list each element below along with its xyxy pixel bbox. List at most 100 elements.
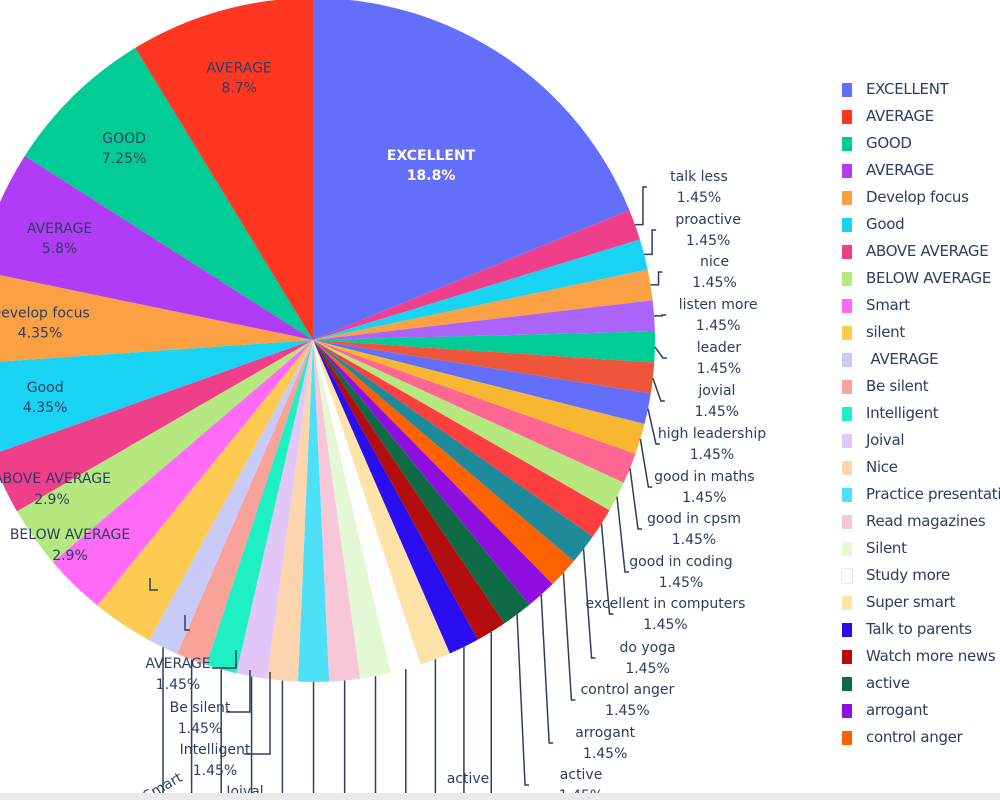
legend-item[interactable]: Develop focus [842,188,1000,215]
pie-slice[interactable] [313,340,505,640]
legend-swatch [842,245,852,259]
legend-item[interactable]: Good [842,215,1000,242]
slice-percent: 1.45% [643,617,687,633]
legend-item[interactable]: Watch more news [842,647,1000,674]
pie-slice[interactable] [0,340,313,455]
legend-item[interactable]: GOOD [842,134,1000,161]
pie-slice[interactable] [313,210,640,340]
pie-slice[interactable] [313,340,391,679]
legend-swatch [841,568,853,584]
pie-slice[interactable] [313,340,593,562]
slice-label: Intelligent [180,742,251,758]
legend-label: Good [866,215,905,233]
bottom-scrollbar-track [0,793,1000,800]
pie-slice[interactable] [0,340,313,512]
leader-line [600,523,614,615]
leader-line [639,438,653,488]
legend-item[interactable]: Read magazines [842,512,1000,539]
legend-item[interactable]: silent [842,323,1000,350]
pie-slice[interactable] [0,155,313,340]
legend-item[interactable]: Talk to parents [842,620,1000,647]
legend-item[interactable]: Intelligent [842,404,1000,431]
pie-slice[interactable] [177,340,313,665]
slice-percent: 4.35% [23,400,67,416]
pie-slice[interactable] [313,340,651,425]
pie-slice[interactable] [313,340,478,654]
legend-label: AVERAGE [866,350,939,368]
pie-slice[interactable] [313,340,655,394]
pie-slice[interactable] [313,331,655,363]
legend-label: Be silent [866,377,929,395]
legend-swatch [842,380,852,394]
pie-slice[interactable] [313,340,624,511]
legend-item[interactable]: AVERAGE [842,107,1000,134]
legend-item[interactable]: Silent [842,539,1000,566]
legend-item[interactable]: Smart [842,296,1000,323]
legend-item[interactable]: Be silent [842,377,1000,404]
slice-label: listen more [679,297,758,313]
pie-slice[interactable] [236,340,313,679]
legend-item[interactable]: ABOVE AVERAGE [842,242,1000,269]
slice-label: good in maths [654,469,754,485]
legend-item[interactable]: Practice presentations [842,485,1000,512]
pie-slice[interactable] [266,340,313,682]
legend-swatch [842,461,852,475]
pie-slice[interactable] [149,340,313,654]
legend-item[interactable]: Nice [842,458,1000,485]
slice-percent: 4.35% [18,326,62,342]
pie-slice[interactable] [135,0,313,340]
slice-label: GOOD [102,131,146,147]
pie-slice[interactable] [313,340,421,674]
legend-label: Smart [866,296,910,314]
pie-slice[interactable] [313,340,636,483]
legend-label: BELOW AVERAGE [866,269,992,287]
pie-slice[interactable] [313,239,648,340]
pie-slice[interactable] [313,269,653,340]
pie-slice[interactable] [313,340,574,585]
slice-percent: 1.45% [696,318,740,334]
pie-slice[interactable] [0,271,313,364]
pie-slice[interactable] [206,340,313,674]
pie-slice[interactable] [16,340,314,563]
legend-label: AVERAGE [866,161,934,179]
pie-slice[interactable] [313,340,553,605]
pie-slice[interactable] [313,340,361,682]
pie-slice[interactable] [313,340,645,454]
pie-slice[interactable] [313,340,530,624]
slice-label: EXCELLENT [387,148,476,164]
legend-swatch [842,677,852,691]
legend-item[interactable]: control anger [842,728,1000,755]
legend-swatch [842,704,852,718]
legend-item[interactable]: AVERAGE [842,161,1000,188]
leader-line [654,346,667,359]
legend-label: Read magazines [866,512,986,530]
legend-item[interactable]: AVERAGE [842,350,1000,377]
slice-label: AVERAGE [27,221,92,237]
pie-slice[interactable] [24,47,313,340]
slice-percent: 8.7% [221,81,257,97]
slice-label: jovial [697,383,735,399]
pie-slice[interactable] [52,340,313,606]
legend-item[interactable]: Study more [841,566,1000,593]
legend-item[interactable]: arrogant [842,701,1000,728]
legend-label: arrogant [866,701,928,719]
legend-item[interactable]: BELOW AVERAGE [842,269,1000,296]
pie-slice[interactable] [313,340,610,537]
slice-percent: 2.9% [34,492,70,508]
pie-slice[interactable] [313,0,630,340]
leader-line [650,271,663,286]
pie-slice[interactable] [313,300,655,340]
slice-label: good in cpsm [647,511,741,527]
legend-item[interactable]: EXCELLENT [842,80,1000,107]
pie-slice[interactable] [97,340,313,641]
slice-percent: 1.45% [677,190,721,206]
legend-item[interactable]: Joival [842,431,1000,458]
pie-slice[interactable] [313,340,450,665]
slice-percent: 2.9% [52,548,88,564]
slice-percent: 1.45% [625,661,669,677]
legend-swatch [842,164,852,178]
legend-item[interactable]: Super smart [842,593,1000,620]
legend-item[interactable]: active [842,674,1000,701]
pie-slice[interactable] [297,340,330,683]
